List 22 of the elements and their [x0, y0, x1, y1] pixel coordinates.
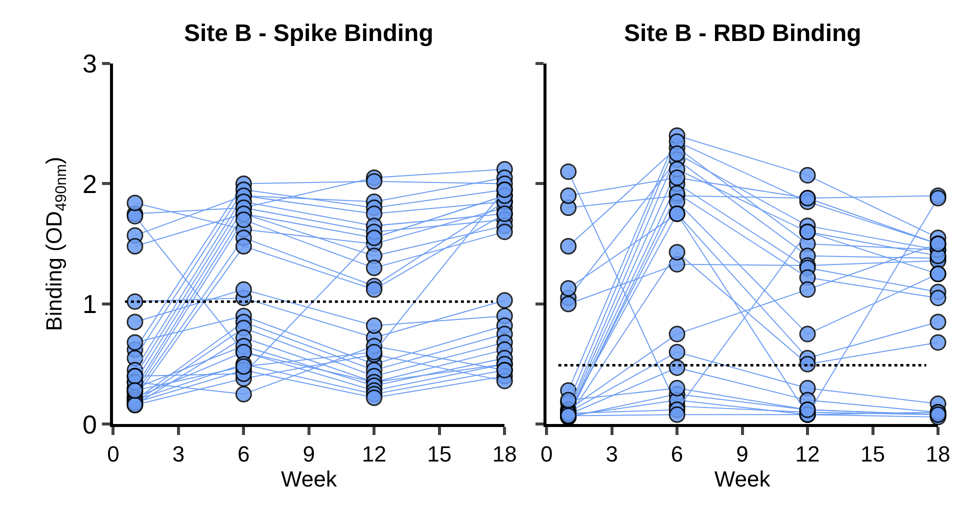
- x-tick-label: 0: [107, 442, 120, 467]
- y-tick-label: 0: [82, 409, 97, 440]
- x-tick-label: 9: [302, 442, 316, 467]
- y-tick-label: 1: [82, 289, 97, 320]
- x-tick-label: 3: [606, 442, 618, 467]
- x-axis-title: Week: [714, 466, 772, 492]
- chart-title: Site B - Spike Binding: [184, 20, 434, 47]
- x-tick-label: 15: [860, 442, 886, 467]
- y-tick-label: 2: [82, 168, 97, 199]
- chart-title: Site B - RBD Binding: [624, 20, 862, 47]
- x-tick-label: 18: [492, 442, 517, 467]
- x-tick-label: 18: [926, 442, 950, 467]
- x-tick-label: 9: [736, 442, 748, 467]
- x-tick-label: 3: [172, 442, 185, 467]
- x-tick-label: 12: [795, 442, 820, 467]
- y-tick-label: 3: [82, 48, 97, 79]
- x-tick-label: 15: [427, 442, 452, 467]
- x-tick-label: 12: [362, 442, 386, 467]
- x-axis-title: Week: [281, 466, 338, 492]
- x-tick-label: 6: [670, 442, 684, 467]
- x-tick-label: 6: [238, 442, 250, 467]
- x-tick-label: 0: [540, 442, 553, 467]
